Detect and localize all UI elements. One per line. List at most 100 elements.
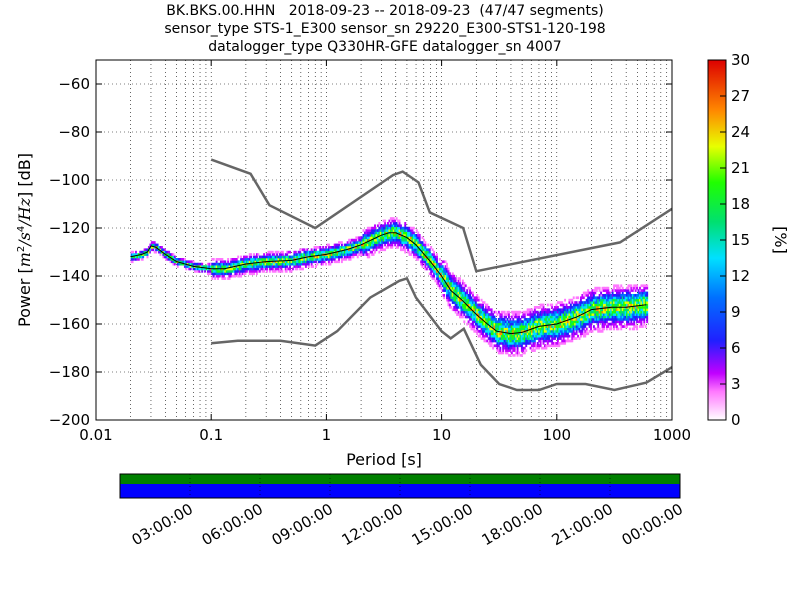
heatmap-cell [176, 265, 179, 268]
heatmap-cell [644, 313, 647, 316]
heatmap-cell [626, 289, 628, 292]
heatmap-cell [480, 330, 483, 333]
heatmap-cell [447, 272, 450, 276]
heatmap-cell [307, 265, 310, 268]
heatmap-cell [601, 322, 604, 326]
heatmap-cell [348, 238, 351, 242]
heatmap-cell [457, 282, 460, 285]
heatmap-cell [543, 315, 546, 319]
heatmap-cell [617, 284, 620, 288]
heatmap-cell [493, 344, 496, 348]
heatmap-cell [457, 313, 460, 316]
heatmap-cell [499, 315, 502, 319]
heatmap-cell [602, 303, 605, 307]
heatmap-cell [447, 267, 450, 271]
heatmap-cell [615, 310, 618, 314]
heatmap-cell [522, 342, 525, 345]
heatmap-cell [186, 260, 189, 264]
heatmap-cell [584, 313, 587, 316]
heatmap-cell [168, 250, 171, 254]
heatmap-cell [614, 308, 617, 312]
heatmap-cell [349, 250, 352, 254]
heatmap-cell [638, 286, 641, 290]
heatmap-cell [460, 301, 463, 304]
heatmap-cell [306, 253, 309, 256]
heatmap-cell [402, 234, 405, 237]
heatmap-cell [526, 332, 529, 336]
heatmap-cell [588, 298, 591, 302]
heatmap-cell [579, 303, 582, 307]
heatmap-cell [450, 294, 453, 297]
heatmap-cell [617, 286, 620, 290]
heatmap-cell [549, 339, 552, 343]
heatmap-cell [630, 315, 633, 319]
heatmap-cell [461, 308, 464, 312]
heatmap-cell [592, 298, 595, 302]
heatmap-cell [486, 339, 489, 343]
heatmap-cell [273, 255, 276, 259]
heatmap-cell [182, 258, 185, 261]
heatmap-cell [516, 325, 519, 328]
heatmap-cell [569, 310, 572, 314]
heatmap-cell [435, 282, 438, 285]
heatmap-cell [372, 246, 375, 249]
heatmap-cell [538, 330, 541, 333]
heatmap-cell [401, 238, 404, 242]
heatmap-cell [565, 306, 568, 309]
heatmap-cell [597, 330, 600, 333]
heatmap-cell [571, 339, 574, 343]
heatmap-cell [270, 262, 273, 266]
heatmap-cell [532, 349, 535, 352]
heatmap-cell [615, 308, 618, 312]
heatmap-cell [424, 262, 427, 266]
heatmap-cell [551, 330, 554, 333]
heatmap-cell [414, 250, 417, 254]
heatmap-cell [464, 308, 467, 312]
heatmap-cell [591, 320, 594, 324]
heatmap-cell [451, 289, 454, 292]
heatmap-cell [486, 325, 489, 328]
heatmap-cell [248, 258, 251, 261]
heatmap-cell [335, 248, 338, 252]
heatmap-cell [552, 318, 555, 321]
heatmap-cell [545, 315, 548, 319]
heatmap-cell [558, 332, 561, 336]
heatmap-cell [162, 253, 165, 256]
heatmap-cell [591, 289, 594, 292]
heatmap-cell [602, 318, 605, 321]
heatmap-cell [391, 241, 394, 244]
heatmap-cell [604, 318, 607, 321]
heatmap-cell [505, 330, 508, 333]
heatmap-cell [451, 274, 454, 278]
heatmap-cell [438, 286, 441, 290]
heatmap-cell [356, 241, 359, 244]
heatmap-cell [611, 289, 614, 292]
heatmap-cell [247, 258, 250, 261]
heatmap-cell [577, 334, 580, 338]
heatmap-cell [643, 308, 646, 312]
timeline-tick-label: 15:00:00 [409, 500, 476, 549]
heatmap-cell [394, 229, 397, 232]
heatmap-cell [582, 308, 585, 312]
heatmap-cell [497, 337, 500, 340]
heatmap-cell [541, 325, 544, 328]
heatmap-cell [483, 301, 486, 304]
heatmap-cell [290, 255, 293, 259]
heatmap-cell [202, 267, 205, 271]
heatmap-cell [330, 260, 333, 264]
heatmap-cell [398, 224, 401, 228]
heatmap-cell [227, 258, 230, 261]
heatmap-cell [365, 243, 368, 247]
heatmap-cell [221, 262, 224, 266]
heatmap-cell [637, 310, 640, 314]
heatmap-cell [551, 339, 554, 343]
heatmap-cell [588, 322, 591, 326]
heatmap-cell [371, 234, 374, 237]
heatmap-cell [496, 320, 499, 324]
heatmap-cell [130, 253, 133, 256]
heatmap-cell [312, 250, 315, 254]
heatmap-cell [401, 241, 404, 244]
heatmap-cell [273, 262, 276, 266]
heatmap-cell [392, 224, 395, 228]
heatmap-cell [219, 272, 222, 276]
